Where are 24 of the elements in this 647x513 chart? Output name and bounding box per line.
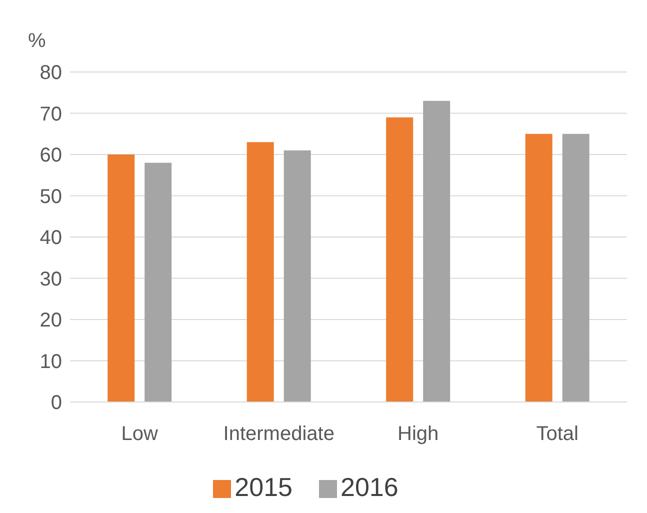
y-tick-label: 70 [40,103,62,126]
legend-label: 2015 [234,472,292,502]
y-tick-label: 80 [40,62,62,84]
x-tick-label: Intermediate [223,423,334,446]
bar [386,117,414,402]
x-tick-label: High [398,423,439,446]
y-tick-label: 10 [40,350,62,373]
bar [108,154,135,402]
y-tick-label: 60 [40,144,62,167]
x-tick-label: Low [121,423,159,446]
y-tick-label: 50 [40,186,62,208]
y-tick-label: 40 [40,227,62,250]
y-tick-label: 30 [40,268,62,290]
bar [246,142,274,402]
legend-label: 2016 [340,472,398,502]
bar [562,134,590,402]
bar [284,150,311,402]
y-axis-title: % [28,30,46,53]
y-tick-label: 0 [50,392,62,414]
bar [423,100,450,402]
bar [144,162,172,402]
y-tick-label: 20 [40,310,62,332]
x-tick-label: Total [536,423,578,446]
bar [525,134,552,402]
